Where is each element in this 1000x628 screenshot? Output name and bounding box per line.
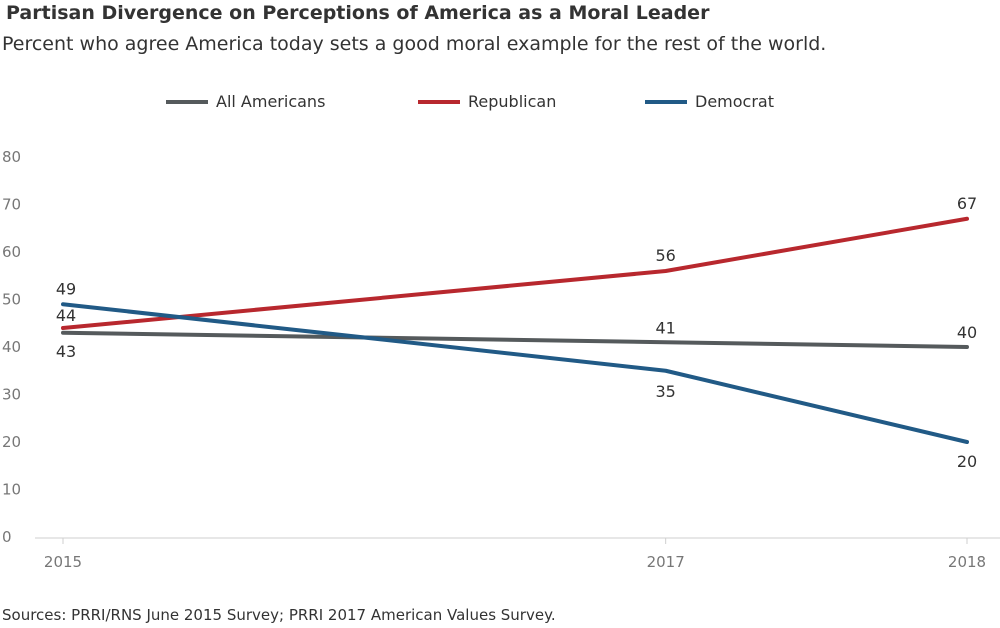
legend-item-democrat: Democrat: [645, 92, 774, 111]
data-label: 35: [655, 382, 675, 401]
legend-swatch: [418, 99, 460, 104]
series-line-republican: [61, 216, 969, 330]
data-label: 56: [655, 246, 675, 265]
y-tick-label: 80: [2, 148, 21, 166]
legend-item-republican: Republican: [418, 92, 556, 111]
chart-subtitle: Percent who agree America today sets a g…: [2, 33, 827, 55]
legend-label: All Americans: [216, 92, 326, 111]
x-tick-label: 2018: [948, 553, 986, 571]
legend: All Americans Republican Democrat: [0, 92, 1000, 116]
y-tick-label: 10: [2, 481, 21, 499]
legend-item-all-americans: All Americans: [166, 92, 325, 111]
chart-title: Partisan Divergence on Perceptions of Am…: [6, 2, 710, 24]
y-tick-label: 20: [2, 433, 21, 451]
legend-label: Democrat: [695, 92, 774, 111]
data-label: 20: [957, 452, 977, 471]
data-label: 67: [957, 194, 977, 213]
y-tick-label: 40: [2, 338, 21, 356]
x-tick-label: 2017: [647, 553, 685, 571]
legend-label: Republican: [468, 92, 557, 111]
series-line-all-americans: [61, 330, 969, 349]
data-label: 41: [655, 318, 675, 337]
data-label: 44: [56, 306, 76, 325]
data-label: 40: [957, 323, 977, 342]
y-tick-label: 30: [2, 386, 21, 404]
y-tick-label: 0: [2, 528, 12, 546]
y-tick-label: 50: [2, 291, 21, 309]
data-label: 49: [56, 279, 76, 298]
source-note: Sources: PRRI/RNS June 2015 Survey; PRRI…: [2, 606, 556, 624]
legend-swatch: [166, 99, 208, 104]
legend-swatch: [645, 99, 687, 104]
y-tick-label: 70: [2, 196, 21, 214]
x-tick-label: 2015: [44, 553, 82, 571]
data-label: 43: [56, 342, 76, 361]
series-line-democrat: [61, 302, 969, 444]
y-tick-label: 60: [2, 243, 21, 261]
